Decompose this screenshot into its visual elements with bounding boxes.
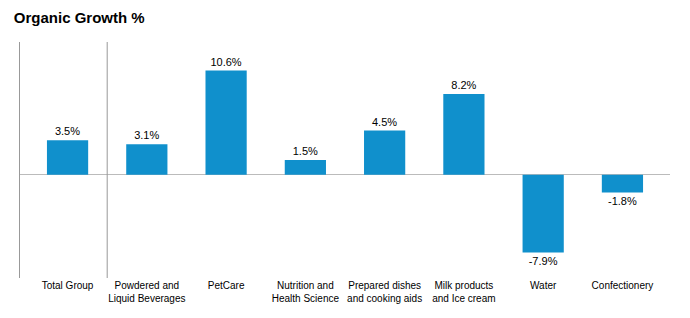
svg-text:1.5%: 1.5% xyxy=(293,145,318,157)
svg-text:-7.9%: -7.9% xyxy=(529,255,558,267)
svg-text:Powdered andLiquid Beverages: Powdered andLiquid Beverages xyxy=(108,280,185,304)
svg-text:10.6%: 10.6% xyxy=(210,56,241,68)
svg-text:Total Group: Total Group xyxy=(42,280,94,291)
svg-text:Nutrition andHealth Science: Nutrition andHealth Science xyxy=(272,280,340,304)
svg-text:Prepared dishesand cooking aid: Prepared dishesand cooking aids xyxy=(347,280,422,304)
svg-text:3.1%: 3.1% xyxy=(134,129,159,141)
svg-text:Confectionery: Confectionery xyxy=(592,280,654,291)
svg-text:8.2%: 8.2% xyxy=(451,79,476,91)
svg-text:-1.8%: -1.8% xyxy=(608,195,637,207)
svg-text:Milk productsand Ice cream: Milk productsand Ice cream xyxy=(432,280,495,304)
svg-text:4.5%: 4.5% xyxy=(372,116,397,128)
svg-text:3.5%: 3.5% xyxy=(55,125,80,137)
svg-text:PetCare: PetCare xyxy=(208,280,245,291)
svg-text:Organic Growth %: Organic Growth % xyxy=(14,9,145,26)
svg-text:Water: Water xyxy=(530,280,557,291)
